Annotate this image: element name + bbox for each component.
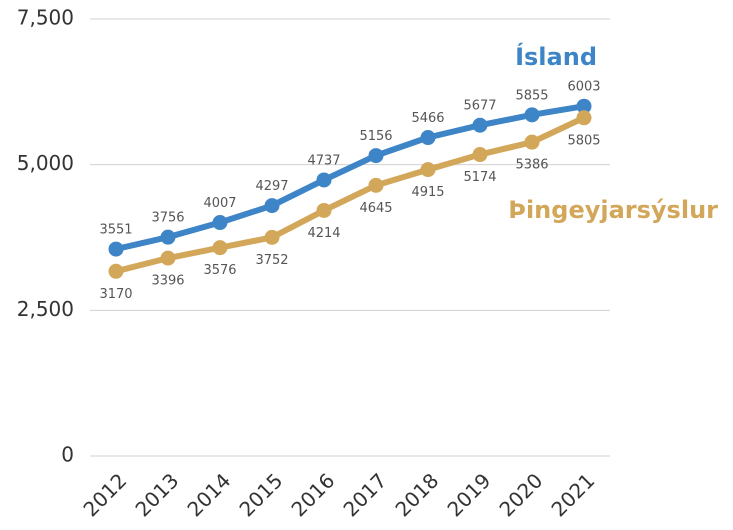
data-label: 5466 [411,111,444,126]
x-tick-label: 2014 [182,468,235,521]
y-tick-label: 0 [61,443,74,467]
data-label: 3752 [255,253,288,268]
point [212,215,228,231]
x-tick-label: 2019 [442,468,495,521]
data-label: 3551 [99,223,132,238]
series-line [115,103,585,253]
point [368,148,384,164]
x-tick-label: 2015 [234,468,287,521]
point [316,172,332,188]
series-label: Ísland [515,42,597,71]
x-tick-label: 2016 [286,468,339,521]
data-label: 3396 [151,274,184,289]
data-label: 3170 [99,287,132,302]
x-tick-label: 2021 [546,468,599,521]
x-tick-label: 2013 [130,468,183,521]
point [264,198,280,214]
series-label: Þingeyjarsýslur [508,196,718,224]
y-tick-label: 2,500 [17,297,74,321]
series-line [115,115,586,275]
point [472,147,488,163]
point [108,263,124,279]
data-label: 4007 [203,196,236,211]
data-label: 5855 [515,88,548,103]
x-tick-label: 2017 [338,468,391,521]
point [576,98,592,114]
data-label: 5386 [515,158,548,173]
data-label: 4645 [359,201,392,216]
data-label: 3756 [151,211,184,226]
point [160,229,176,245]
point [108,241,124,257]
point [472,117,488,133]
data-label: 4214 [307,226,340,241]
data-label: 6003 [567,80,600,95]
point [316,202,332,218]
x-tick-label: 2020 [494,468,547,521]
point [420,162,436,178]
x-tick-label: 2012 [78,468,131,521]
point [212,240,228,256]
data-label: 4297 [255,179,288,194]
y-tick-label: 7,500 [17,6,74,30]
data-label: 3576 [203,263,236,278]
y-tick-label: 5,000 [17,151,74,175]
data-label: 4737 [307,153,340,168]
point [576,110,592,126]
point [368,177,384,193]
data-label: 5156 [359,129,392,144]
data-label: 5805 [567,133,600,148]
data-label: 5677 [463,99,496,114]
data-label: 4915 [411,185,444,200]
point [264,229,280,245]
point [524,134,540,150]
point [420,130,436,146]
x-tick-label: 2018 [390,468,443,521]
point [160,250,176,266]
data-label: 5174 [463,170,496,185]
point [524,107,540,123]
